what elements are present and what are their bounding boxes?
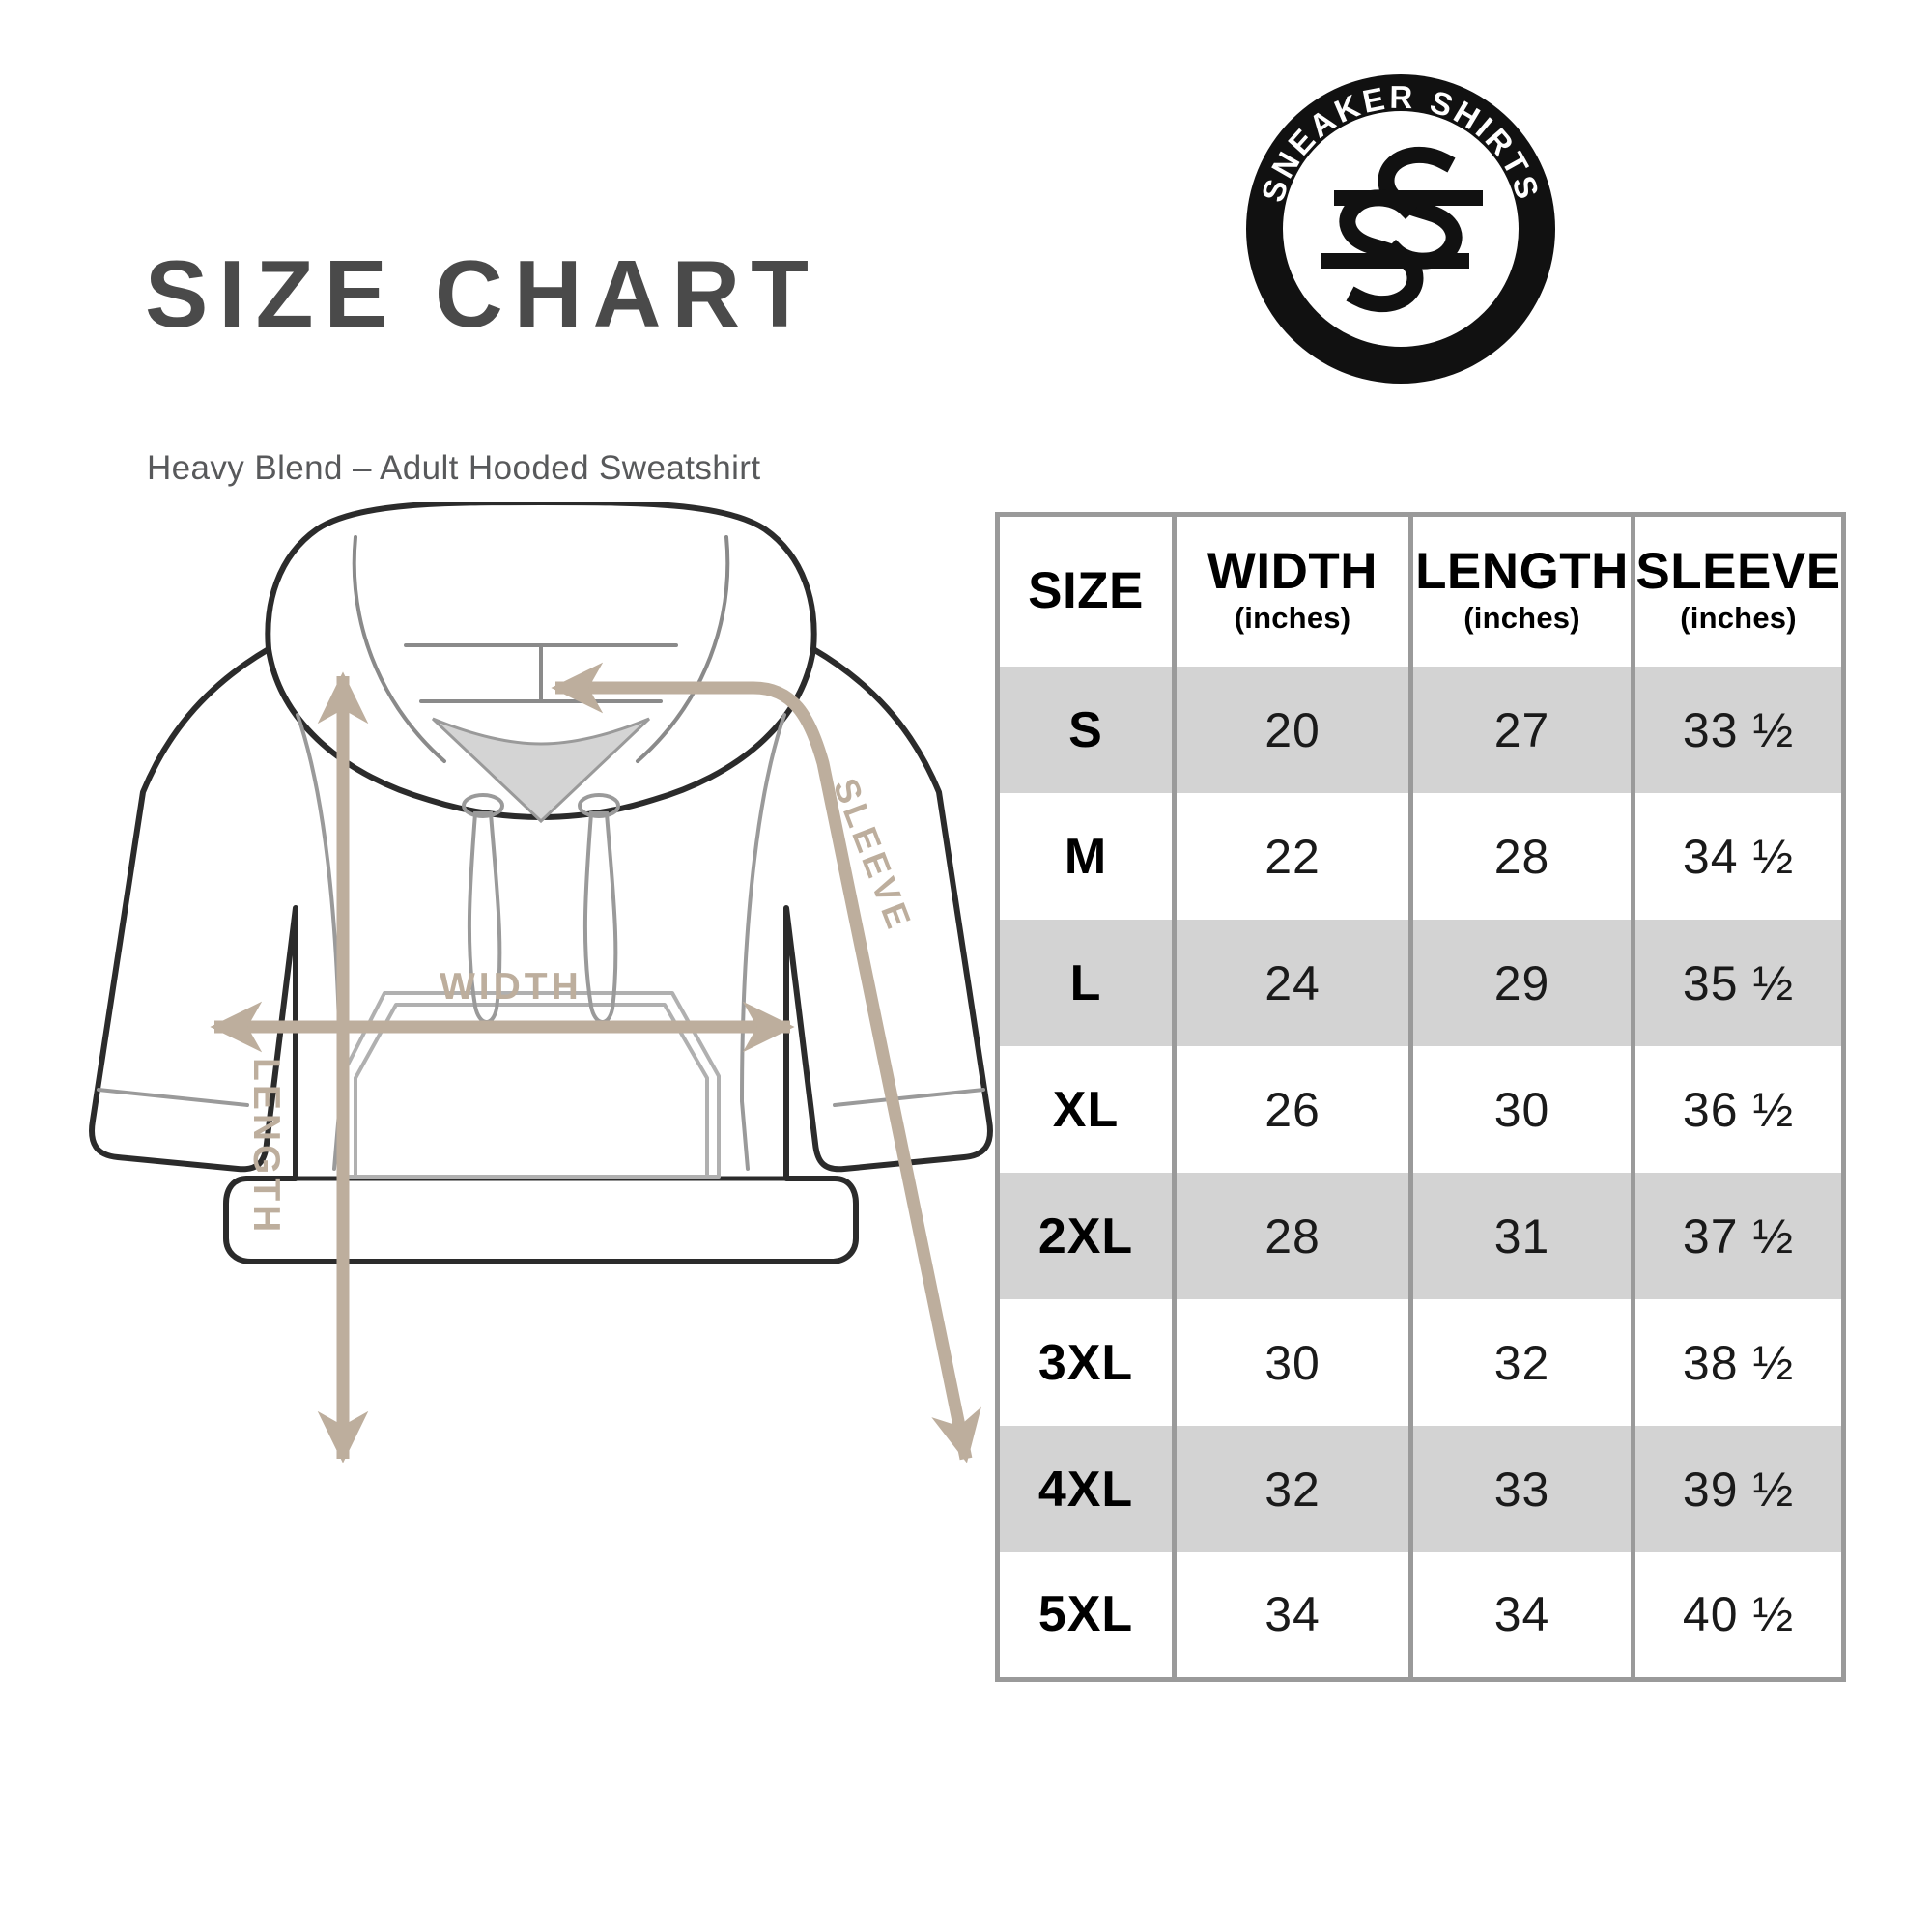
cell-length: 29 bbox=[1408, 920, 1635, 1046]
cell-sleeve: 36 ½ bbox=[1631, 1046, 1846, 1173]
cell-size: XL bbox=[995, 1046, 1177, 1173]
column-header-sleeve-units: (inches) bbox=[1680, 600, 1797, 635]
cell-sleeve: 39 ½ bbox=[1631, 1426, 1846, 1552]
table-row: L 24 29 35 ½ bbox=[995, 920, 1846, 1046]
brand-logo: SNEAKER SHIRTS OUTLET.COM bbox=[1241, 70, 1560, 388]
cell-width: 26 bbox=[1172, 1046, 1413, 1173]
page-subtitle: Heavy Blend – Adult Hooded Sweatshirt bbox=[147, 449, 761, 487]
column-header-size: SIZE bbox=[995, 514, 1177, 667]
cell-width: 30 bbox=[1172, 1299, 1413, 1426]
cell-sleeve: 40 ½ bbox=[1631, 1552, 1846, 1679]
hoodie-illustration bbox=[58, 499, 1024, 1594]
cell-size: 2XL bbox=[995, 1173, 1177, 1299]
size-table-head: SIZE WIDTH (inches) LENGTH (inches) SLEE… bbox=[995, 514, 1846, 667]
page-title: SIZE CHART bbox=[145, 241, 819, 347]
cell-size: 3XL bbox=[995, 1299, 1177, 1426]
cell-length: 32 bbox=[1408, 1299, 1635, 1426]
length-label: LENGTH bbox=[245, 1058, 287, 1236]
cell-length: 27 bbox=[1408, 667, 1635, 793]
column-header-size-main: SIZE bbox=[1028, 562, 1144, 620]
column-header-sleeve-main: SLEEVE bbox=[1635, 542, 1841, 600]
column-header-sleeve: SLEEVE (inches) bbox=[1631, 514, 1846, 667]
cell-width: 28 bbox=[1172, 1173, 1413, 1299]
cell-length: 33 bbox=[1408, 1426, 1635, 1552]
cell-width: 20 bbox=[1172, 667, 1413, 793]
cell-length: 34 bbox=[1408, 1552, 1635, 1679]
width-label: WIDTH bbox=[440, 966, 582, 1008]
cell-length: 30 bbox=[1408, 1046, 1635, 1173]
column-header-width-main: WIDTH bbox=[1207, 542, 1378, 600]
cell-width: 22 bbox=[1172, 793, 1413, 920]
cell-size: L bbox=[995, 920, 1177, 1046]
size-table: SIZE WIDTH (inches) LENGTH (inches) SLEE… bbox=[995, 512, 1846, 1682]
cell-width: 34 bbox=[1172, 1552, 1413, 1679]
cell-length: 31 bbox=[1408, 1173, 1635, 1299]
cell-sleeve: 35 ½ bbox=[1631, 920, 1846, 1046]
table-row: 2XL 28 31 37 ½ bbox=[995, 1173, 1846, 1299]
cell-size: 5XL bbox=[995, 1552, 1177, 1679]
column-header-length: LENGTH (inches) bbox=[1408, 514, 1635, 667]
cell-length: 28 bbox=[1408, 793, 1635, 920]
table-row: M 22 28 34 ½ bbox=[995, 793, 1846, 920]
cell-sleeve: 33 ½ bbox=[1631, 667, 1846, 793]
table-header-row: SIZE WIDTH (inches) LENGTH (inches) SLEE… bbox=[995, 514, 1846, 667]
cell-sleeve: 38 ½ bbox=[1631, 1299, 1846, 1426]
table-row: 4XL 32 33 39 ½ bbox=[995, 1426, 1846, 1552]
column-header-width: WIDTH (inches) bbox=[1172, 514, 1413, 667]
table-row: S 20 27 33 ½ bbox=[995, 667, 1846, 793]
size-table-body: S 20 27 33 ½ M 22 28 34 ½ L 24 29 35 ½ XL 26 30 36 ½ 2XL… bbox=[995, 667, 1846, 1679]
cell-width: 32 bbox=[1172, 1426, 1413, 1552]
table-row: XL 26 30 36 ½ bbox=[995, 1046, 1846, 1173]
column-header-width-units: (inches) bbox=[1234, 600, 1351, 635]
cell-size: 4XL bbox=[995, 1426, 1177, 1552]
cell-size: S bbox=[995, 667, 1177, 793]
table-row: 3XL 30 32 38 ½ bbox=[995, 1299, 1846, 1426]
column-header-length-main: LENGTH bbox=[1415, 542, 1629, 600]
cell-sleeve: 34 ½ bbox=[1631, 793, 1846, 920]
cell-width: 24 bbox=[1172, 920, 1413, 1046]
column-header-length-units: (inches) bbox=[1463, 600, 1580, 635]
cell-sleeve: 37 ½ bbox=[1631, 1173, 1846, 1299]
cell-size: M bbox=[995, 793, 1177, 920]
table-row: 5XL 34 34 40 ½ bbox=[995, 1552, 1846, 1679]
